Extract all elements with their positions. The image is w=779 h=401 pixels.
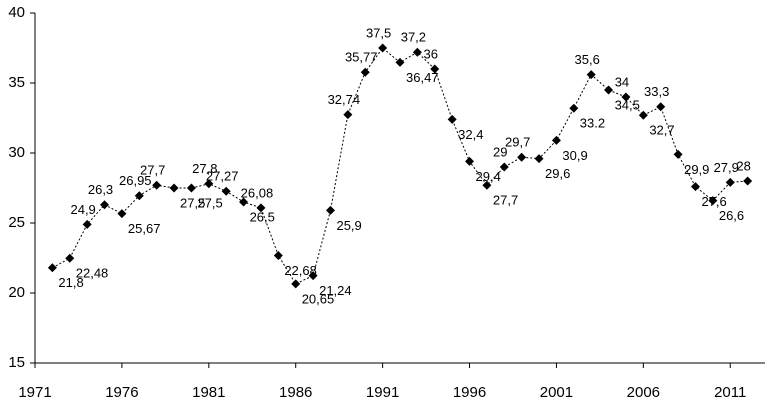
marker [725,177,735,187]
value-label: 26,3 [88,182,113,197]
value-label: 33,3 [644,84,669,99]
marker [447,114,457,124]
x-tick-label: 1996 [453,384,486,401]
value-label: 27,7 [493,193,518,208]
y-tick-label: 40 [8,4,25,21]
marker [152,180,162,190]
marker [638,110,648,120]
value-label: 36 [424,46,438,61]
marker [482,180,492,190]
value-label: 32,4 [458,127,483,142]
value-label: 33.2 [580,116,605,131]
marker [621,92,631,102]
value-label: 27,9 [714,160,739,175]
marker [534,154,544,164]
marker [586,70,596,80]
x-tick-label: 2006 [627,384,660,401]
marker [117,209,127,219]
marker [604,85,614,95]
marker [169,183,179,193]
marker [690,182,700,192]
marker [569,103,579,113]
value-label: 29 [493,144,507,159]
marker [308,271,318,281]
marker [256,203,266,213]
marker [395,57,405,67]
y-tick-label: 25 [8,214,25,231]
value-label: 20,65 [302,291,335,306]
marker [551,135,561,145]
value-label: 26,5 [250,209,275,224]
marker [204,179,214,189]
marker [65,253,75,263]
value-label: 26,08 [241,185,274,200]
marker [47,263,57,273]
value-label: 37,2 [401,30,426,45]
marker [325,205,335,215]
value-label: 27,5 [180,195,205,210]
x-tick-label: 2011 [714,384,746,401]
marker [291,279,301,289]
marker [499,162,509,172]
value-label: 35,77 [345,50,378,65]
marker [656,102,666,112]
value-label: 26,6 [719,208,744,223]
y-tick-label: 30 [8,144,25,161]
y-tick-label: 20 [8,284,25,301]
value-label: 35,6 [575,52,600,67]
value-label: 37,5 [366,25,391,40]
marker [239,197,249,207]
marker [708,196,718,206]
marker [221,186,231,196]
value-label: 34 [615,74,629,89]
value-label: 27,7 [140,163,165,178]
marker [517,152,527,162]
marker [673,149,683,159]
value-label: 25,67 [128,221,161,236]
value-label: 36,47 [406,70,439,85]
value-label: 27,8 [192,161,217,176]
value-label: 29,9 [684,162,709,177]
value-label: 29,7 [505,135,530,150]
value-label: 34,5 [615,97,640,112]
x-tick-label: 2001 [540,384,573,401]
marker [82,219,92,229]
value-label: 22,48 [76,266,109,281]
marker [378,43,388,53]
value-label: 22,68 [284,263,317,278]
value-label: 21,24 [319,283,352,298]
marker [134,191,144,201]
marker [465,156,475,166]
value-label: 32,74 [328,92,361,107]
marker [186,183,196,193]
value-label: 29,6 [545,166,570,181]
value-label: 32,7 [649,123,674,138]
y-tick-label: 15 [8,354,25,371]
value-label: 28 [736,158,750,173]
x-tick-label: 1981 [192,384,225,401]
marker [100,200,110,210]
marker [360,67,370,77]
value-label: 29,4 [476,169,501,184]
y-tick-label: 35 [8,74,25,91]
x-tick-label: 1986 [279,384,312,401]
x-tick-label: 1971 [18,384,51,401]
marker [343,110,353,120]
x-tick-label: 1976 [105,384,138,401]
value-label: 25,9 [336,218,361,233]
value-label: 21,8 [58,275,83,290]
marker [412,47,422,57]
value-label: 26,95 [119,173,152,188]
marker [743,176,753,186]
value-label: 30,9 [562,148,587,163]
marker [273,250,283,260]
marker [430,64,440,74]
x-tick-label: 1991 [366,384,399,401]
value-label: 24,9 [70,202,95,217]
value-label: 27,5 [197,195,222,210]
value-label: 27,27 [206,169,239,184]
